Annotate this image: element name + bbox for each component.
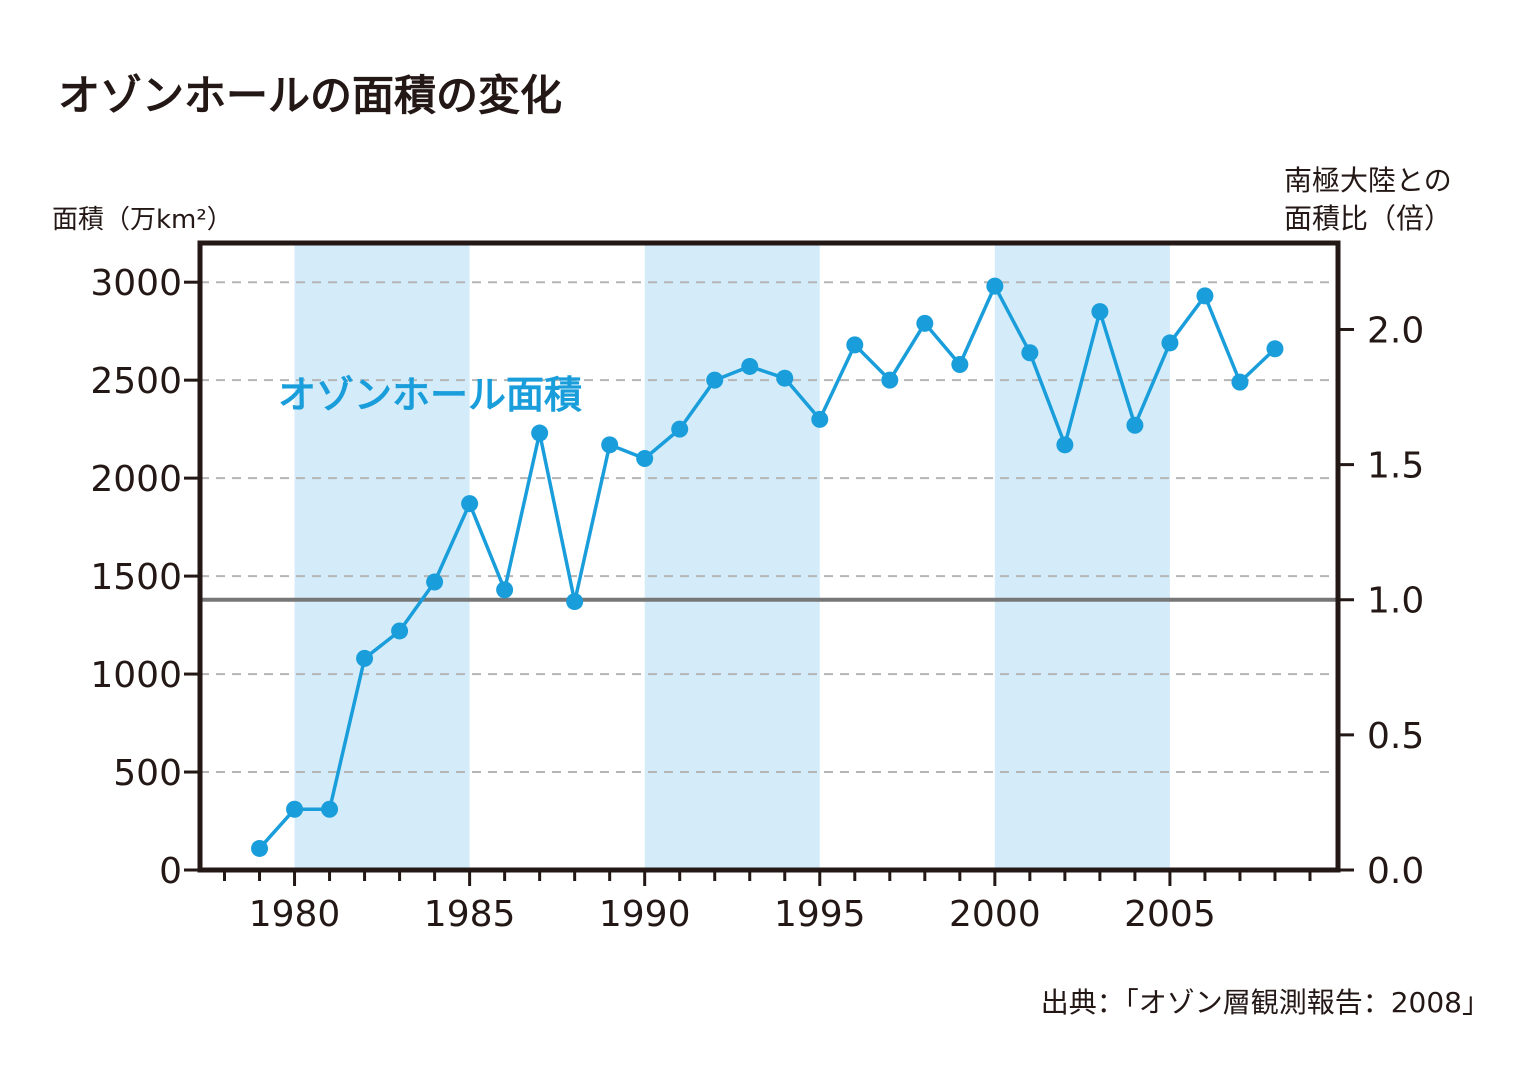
y2-tick-label: 2.0	[1367, 310, 1424, 351]
data-point-1985	[461, 495, 479, 513]
y2-axis-label-line1: 南極大陸との	[1284, 164, 1452, 197]
x-tick-label: 2000	[949, 894, 1041, 935]
data-point-1980	[286, 800, 304, 818]
tick-labels: 1980 1985 1990 1995 2000 2005 0 500 1000 1500 2000…	[90, 263, 1424, 935]
series-label: オゾンホール面積	[278, 373, 582, 417]
y-tick-label: 0	[159, 851, 182, 892]
series-line-0	[258, 284, 1277, 850]
y2-tick-label: 1.0	[1367, 581, 1424, 622]
series-layer	[251, 277, 1284, 857]
x-tick-label: 2005	[1124, 894, 1216, 935]
data-point-1989	[601, 436, 619, 454]
y2-axis-label-line2: 面積比（倍）	[1284, 202, 1452, 235]
data-point-1986	[496, 581, 514, 599]
data-point-1982	[356, 649, 374, 667]
data-point-1984	[426, 573, 444, 591]
data-point-1988	[566, 593, 584, 611]
data-point-1981	[321, 800, 339, 818]
plot-frame	[197, 240, 1341, 873]
y-tick-label: 3000	[90, 263, 182, 304]
y-tick-label: 500	[113, 753, 182, 794]
data-point-1987	[531, 424, 549, 442]
data-point-2004	[1126, 416, 1144, 434]
y-tick-label: 2000	[90, 459, 182, 500]
data-point-2002	[1056, 436, 1074, 454]
data-point-1997	[881, 371, 899, 389]
shaded-period-0	[294, 243, 470, 870]
y2-tick-label: 0.0	[1367, 851, 1424, 892]
y-tick-label: 1500	[90, 557, 182, 598]
shaded-periods	[294, 243, 1170, 870]
data-point-2006	[1196, 287, 1214, 305]
tick-marks	[184, 280, 1354, 886]
y-tick-label: 2500	[90, 361, 182, 402]
data-point-2003	[1091, 303, 1109, 321]
data-point-1999	[951, 355, 969, 373]
data-point-2007	[1231, 373, 1249, 391]
data-point-1979	[251, 839, 269, 857]
data-point-1983	[391, 622, 409, 640]
grid-lines	[200, 281, 1338, 774]
data-point-1998	[916, 314, 934, 332]
y2-tick-label: 1.5	[1367, 446, 1424, 487]
y-tick-label: 1000	[90, 655, 182, 696]
source-note: 出典：「オゾン層観測報告：2008」	[1041, 986, 1490, 1019]
shaded-period-1	[644, 243, 820, 870]
chart-title: オゾンホールの面積の変化	[58, 71, 562, 120]
data-point-2005	[1161, 334, 1179, 352]
y-axis-label: 面積（万km²）	[52, 205, 233, 235]
data-point-2008	[1266, 340, 1284, 358]
data-point-1990	[636, 450, 654, 468]
x-tick-label: 1980	[249, 894, 341, 935]
data-point-1993	[741, 357, 759, 375]
data-point-2001	[1021, 344, 1039, 362]
data-point-1992	[706, 371, 724, 389]
x-tick-label: 1990	[599, 894, 691, 935]
data-point-1996	[846, 336, 864, 354]
data-point-1995	[811, 410, 829, 428]
data-point-1994	[776, 369, 794, 387]
data-point-1991	[671, 420, 689, 438]
x-tick-label: 1995	[774, 894, 866, 935]
y2-tick-label: 0.5	[1367, 716, 1424, 757]
data-point-2000	[986, 277, 1004, 295]
x-tick-label: 1985	[424, 894, 516, 935]
